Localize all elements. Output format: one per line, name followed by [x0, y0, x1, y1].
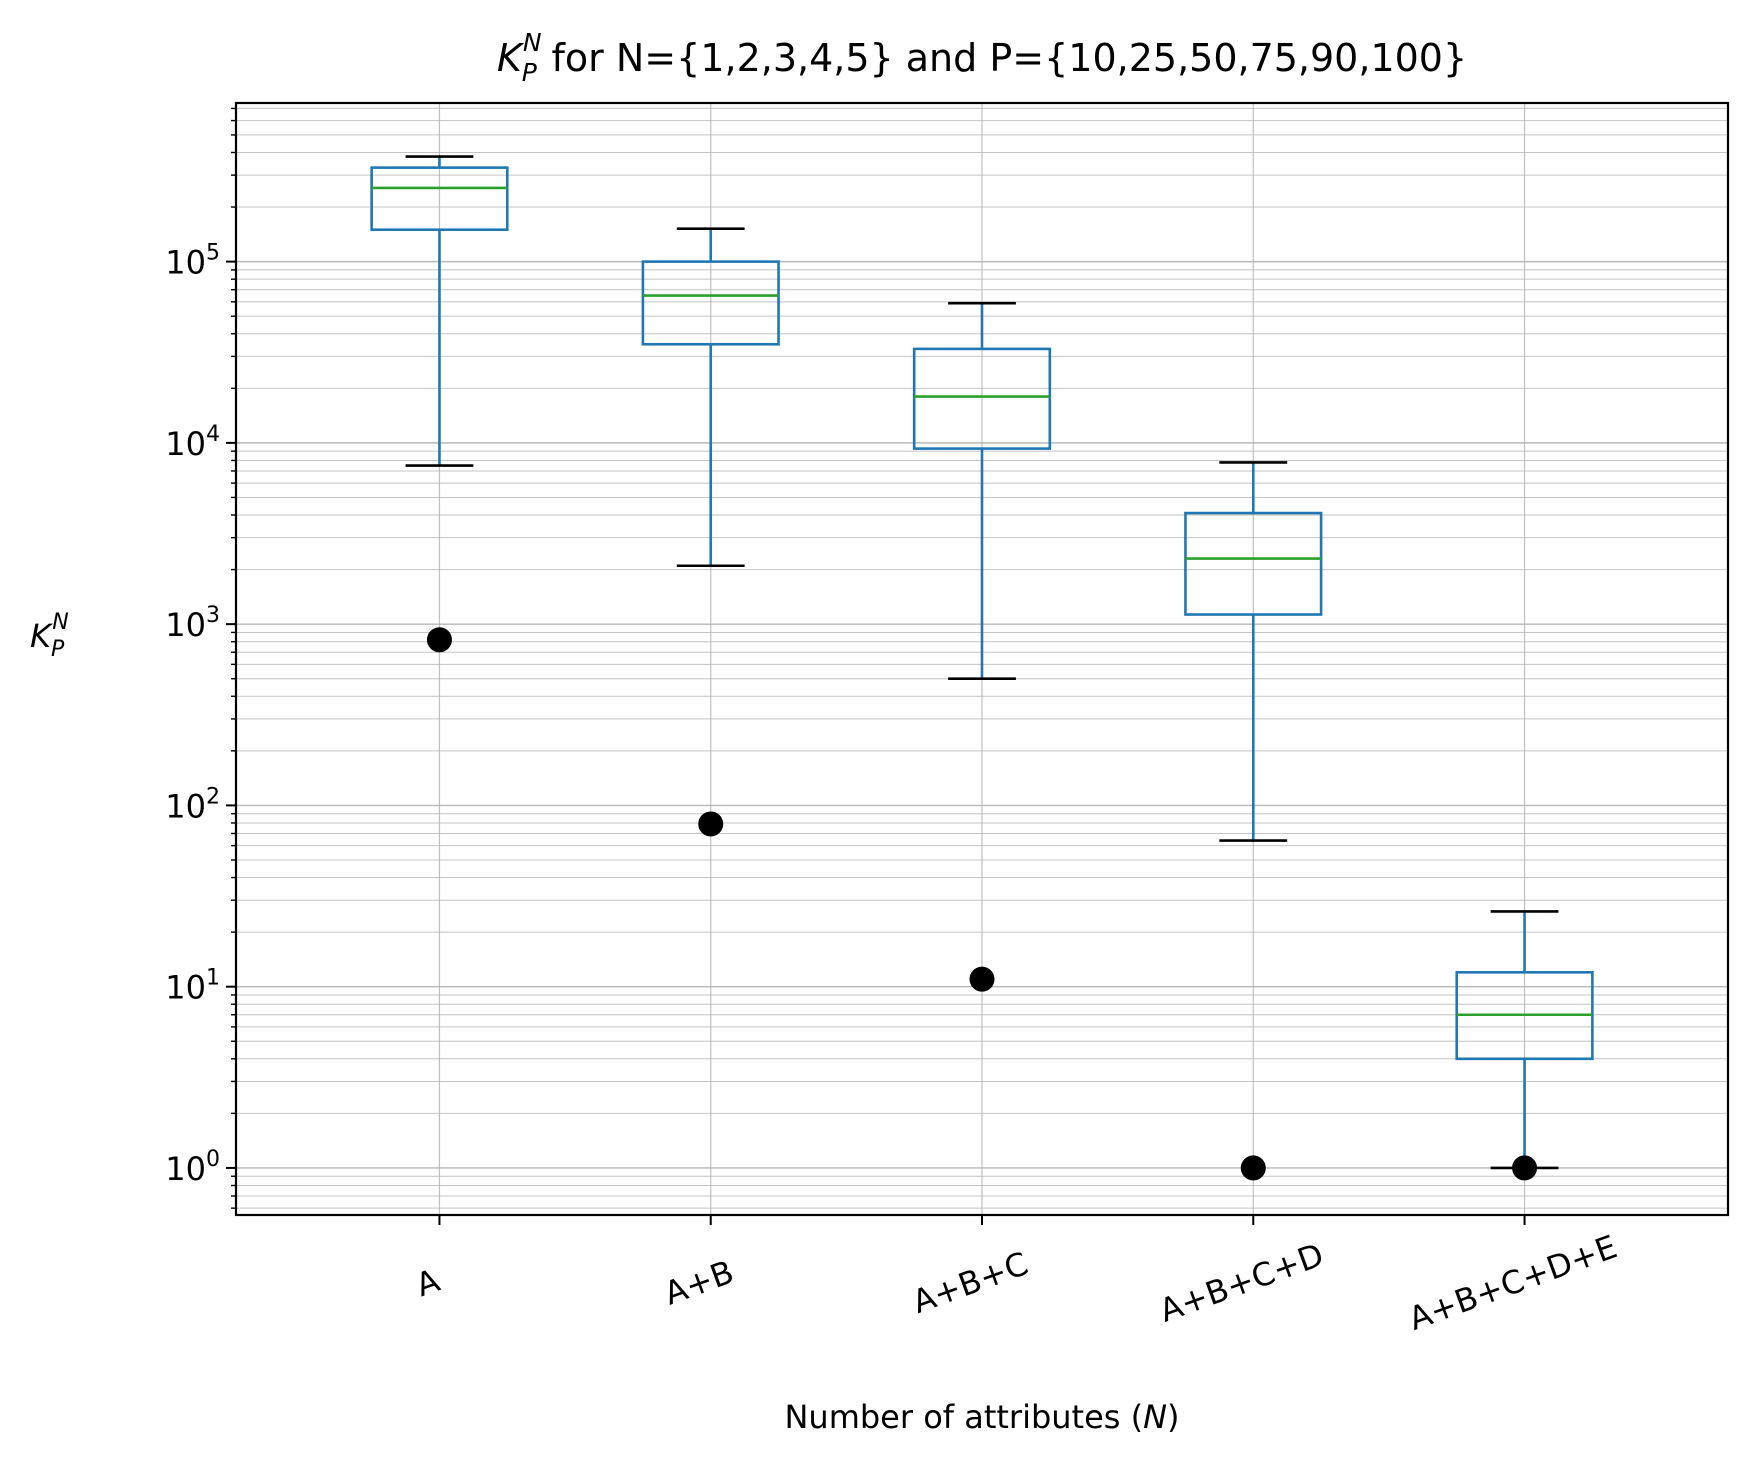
y-tick-exponent: 4 — [206, 422, 220, 447]
title-symbol-sub: P — [522, 58, 538, 87]
axes-layer: A A+B A+B+C A+B+C+D A+B+C+D+E100101102103104… — [165, 107, 1622, 1338]
box-group — [912, 301, 1052, 992]
box-iqr — [1184, 511, 1323, 616]
chart-title: KPN for N={1,2,3,4,5} and P={10,25,50,75,… — [497, 28, 1467, 87]
y-tick-base: 10 — [165, 787, 206, 825]
y-tick-exponent: 3 — [206, 603, 220, 628]
title-symbol-sup: N — [523, 28, 542, 57]
x-tick-label: A+B+C — [907, 1244, 1033, 1321]
outlier-point — [969, 966, 995, 992]
box-iqr — [641, 260, 780, 346]
xlabel-var: N — [1143, 1398, 1167, 1436]
boxes-layer — [370, 155, 1594, 1181]
box-group — [370, 155, 509, 653]
y-tick-label: 105 — [165, 241, 220, 282]
xlabel-close: ) — [1167, 1398, 1179, 1436]
x-tick-label: A+B+C+D+E — [1404, 1227, 1622, 1337]
y-tick-base: 10 — [165, 969, 206, 1007]
x-tick-label: A+B — [659, 1253, 738, 1313]
y-tick-base: 10 — [165, 425, 206, 463]
y-tick-exponent: 2 — [206, 784, 220, 809]
outlier-point — [1512, 1155, 1538, 1181]
ylabel-symbol-base: K — [30, 617, 54, 655]
box-group — [1455, 910, 1594, 1181]
y-axis-label: KPN — [30, 610, 69, 662]
xlabel-text: Number of attributes ( — [784, 1398, 1143, 1436]
y-tick-base: 10 — [165, 244, 206, 282]
x-tick-label: A — [411, 1261, 445, 1304]
box-iqr — [370, 166, 509, 231]
box-group — [1184, 461, 1323, 1181]
y-tick-label: 102 — [165, 784, 220, 825]
y-tick-exponent: 1 — [206, 966, 220, 991]
y-tick-label: 103 — [165, 603, 220, 644]
outlier-point — [426, 627, 452, 653]
x-axis-label: Number of attributes (N) — [784, 1398, 1179, 1436]
ylabel-symbol-sub: P — [51, 637, 65, 662]
ylabel-symbol-sup: N — [52, 610, 68, 635]
y-tick-base: 10 — [165, 1150, 206, 1188]
outlier-point — [698, 811, 724, 837]
y-tick-label: 104 — [165, 422, 220, 463]
outlier-point — [1240, 1155, 1266, 1181]
title-symbol-base: K — [497, 36, 525, 80]
y-tick-label: 101 — [165, 966, 220, 1007]
x-tick-label: A+B+C+D — [1155, 1236, 1329, 1330]
y-tick-exponent: 0 — [206, 1147, 220, 1172]
box-iqr — [912, 347, 1052, 450]
title-text: for N={1,2,3,4,5} and P={10,25,50,75,90,… — [552, 36, 1468, 80]
y-tick-exponent: 5 — [206, 241, 220, 266]
box-group — [641, 227, 780, 837]
y-tick-base: 10 — [165, 606, 206, 644]
y-tick-label: 100 — [165, 1147, 220, 1188]
